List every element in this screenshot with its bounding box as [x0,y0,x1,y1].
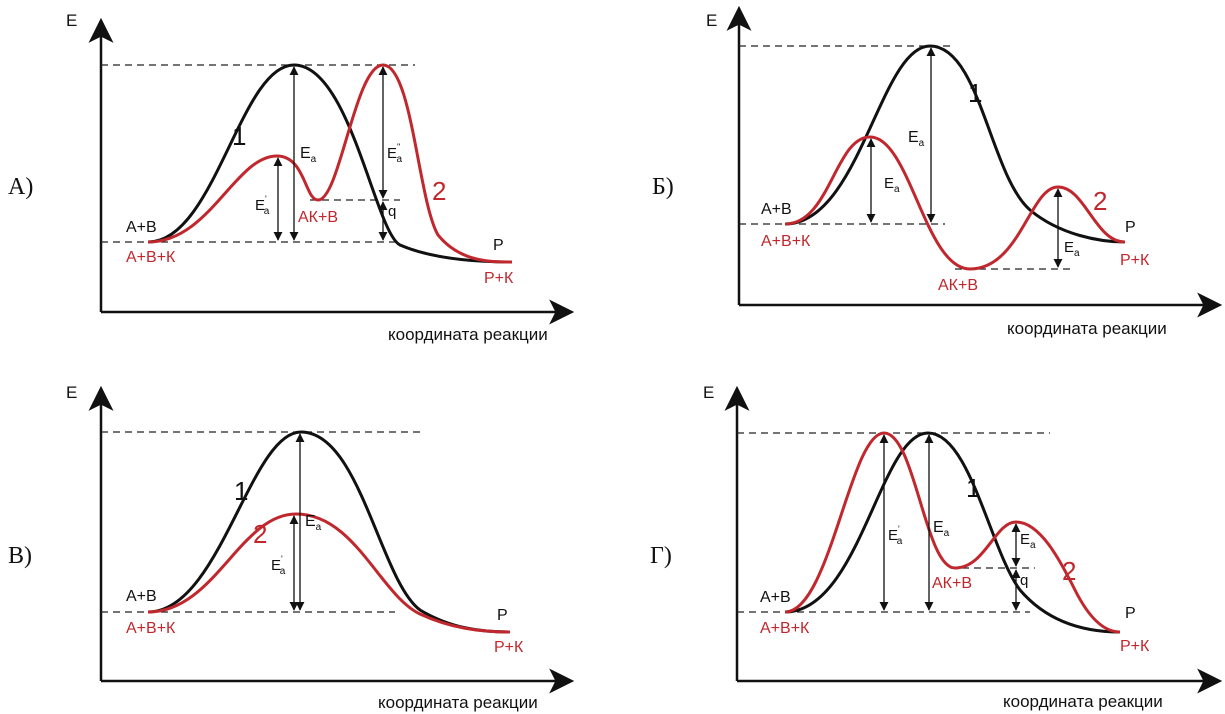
reactant-catalyst-label: А+В+К [126,620,176,637]
curve-2 [784,135,1126,271]
curve-2 [147,512,511,634]
curve-1-label: 1 [232,121,246,151]
reactant-catalyst-label: А+В+К [761,233,811,250]
curve-1-label: 1 [234,476,248,506]
reactant-label: А+В [126,588,157,605]
product-label: Р [497,607,508,624]
curve-2 [784,431,1121,634]
reactant-catalyst-label: А+В+К [126,249,176,266]
panel-v: В) E координата реакции 1 2 Ea E' a А+В А… [8,383,575,712]
x-axis-label: координата реакции [1007,319,1167,338]
ea-label: Ea [300,145,317,165]
reactant-label: А+В [761,201,792,218]
x-axis-label: координата реакции [388,325,548,344]
panel-letter: В) [8,543,32,569]
x-axis-label: координата реакции [1003,692,1163,711]
panel-letter: А) [8,174,33,200]
reactant-label: А+В [126,219,157,236]
curve-1 [784,431,1121,634]
product-label: Р [1125,605,1136,622]
product-catalyst-label: Р+К [494,639,524,656]
curve-1-label: 1 [968,78,982,108]
curve-2-label: 2 [432,176,446,206]
reactant-catalyst-label: А+В+К [760,620,810,637]
curve-2-label: 2 [1062,556,1076,586]
ea-label: Ea [933,519,950,539]
ea-prime-label: E' a [255,194,270,217]
product-catalyst-label: Р+К [1120,638,1150,655]
curve-2-label: 2 [253,519,267,549]
curve-1 [784,44,1126,244]
panel-a: А) E координата реакции 1 2 Ea E' a E'' a … [8,11,575,344]
ea-label: Ea [908,129,925,149]
intermediate-label: АК+В [298,209,338,226]
y-axis-label: E [706,11,717,30]
intermediate-label: АК+В [932,575,972,592]
q-label: q [1020,572,1028,589]
curve-2-label: 2 [1093,186,1107,216]
curve-1-label: 1 [966,473,980,503]
ea-label: Ea [305,513,322,533]
y-axis-label: E [66,383,77,402]
panel-g: Г) E координата реакции 1 2 Ea E' a Ea q … [650,383,1223,711]
x-axis-label: координата реакции [378,693,538,712]
ea-prime-label: E' a [271,554,286,577]
y-axis-label: E [703,383,714,402]
product-catalyst-label: Р+К [1120,252,1150,269]
ea-prime-label: E' a [888,524,903,547]
curve-1 [147,430,511,634]
ea-double-prime-label: E'' a [387,142,402,165]
intermediate-label: АК+В [938,277,978,294]
curve-1 [147,63,513,264]
product-label: Р [1125,219,1136,236]
q-label: q [388,203,396,220]
reactant-label: А+В [760,589,791,606]
panel-b: Б) E координата реакции 1 2 Ea Ea Ea АК+… [652,5,1223,338]
panel-letter: Б) [652,174,674,200]
product-catalyst-label: Р+К [484,270,514,287]
ea-prime-label: Ea [884,175,900,195]
curve-2 [147,63,513,264]
panel-letter: Г) [650,543,672,569]
ea-prime-2-label: Ea [1064,239,1080,259]
y-axis-label: E [66,11,77,30]
product-label: Р [493,237,504,254]
ea-prime-2-label: Ea [1020,531,1036,551]
